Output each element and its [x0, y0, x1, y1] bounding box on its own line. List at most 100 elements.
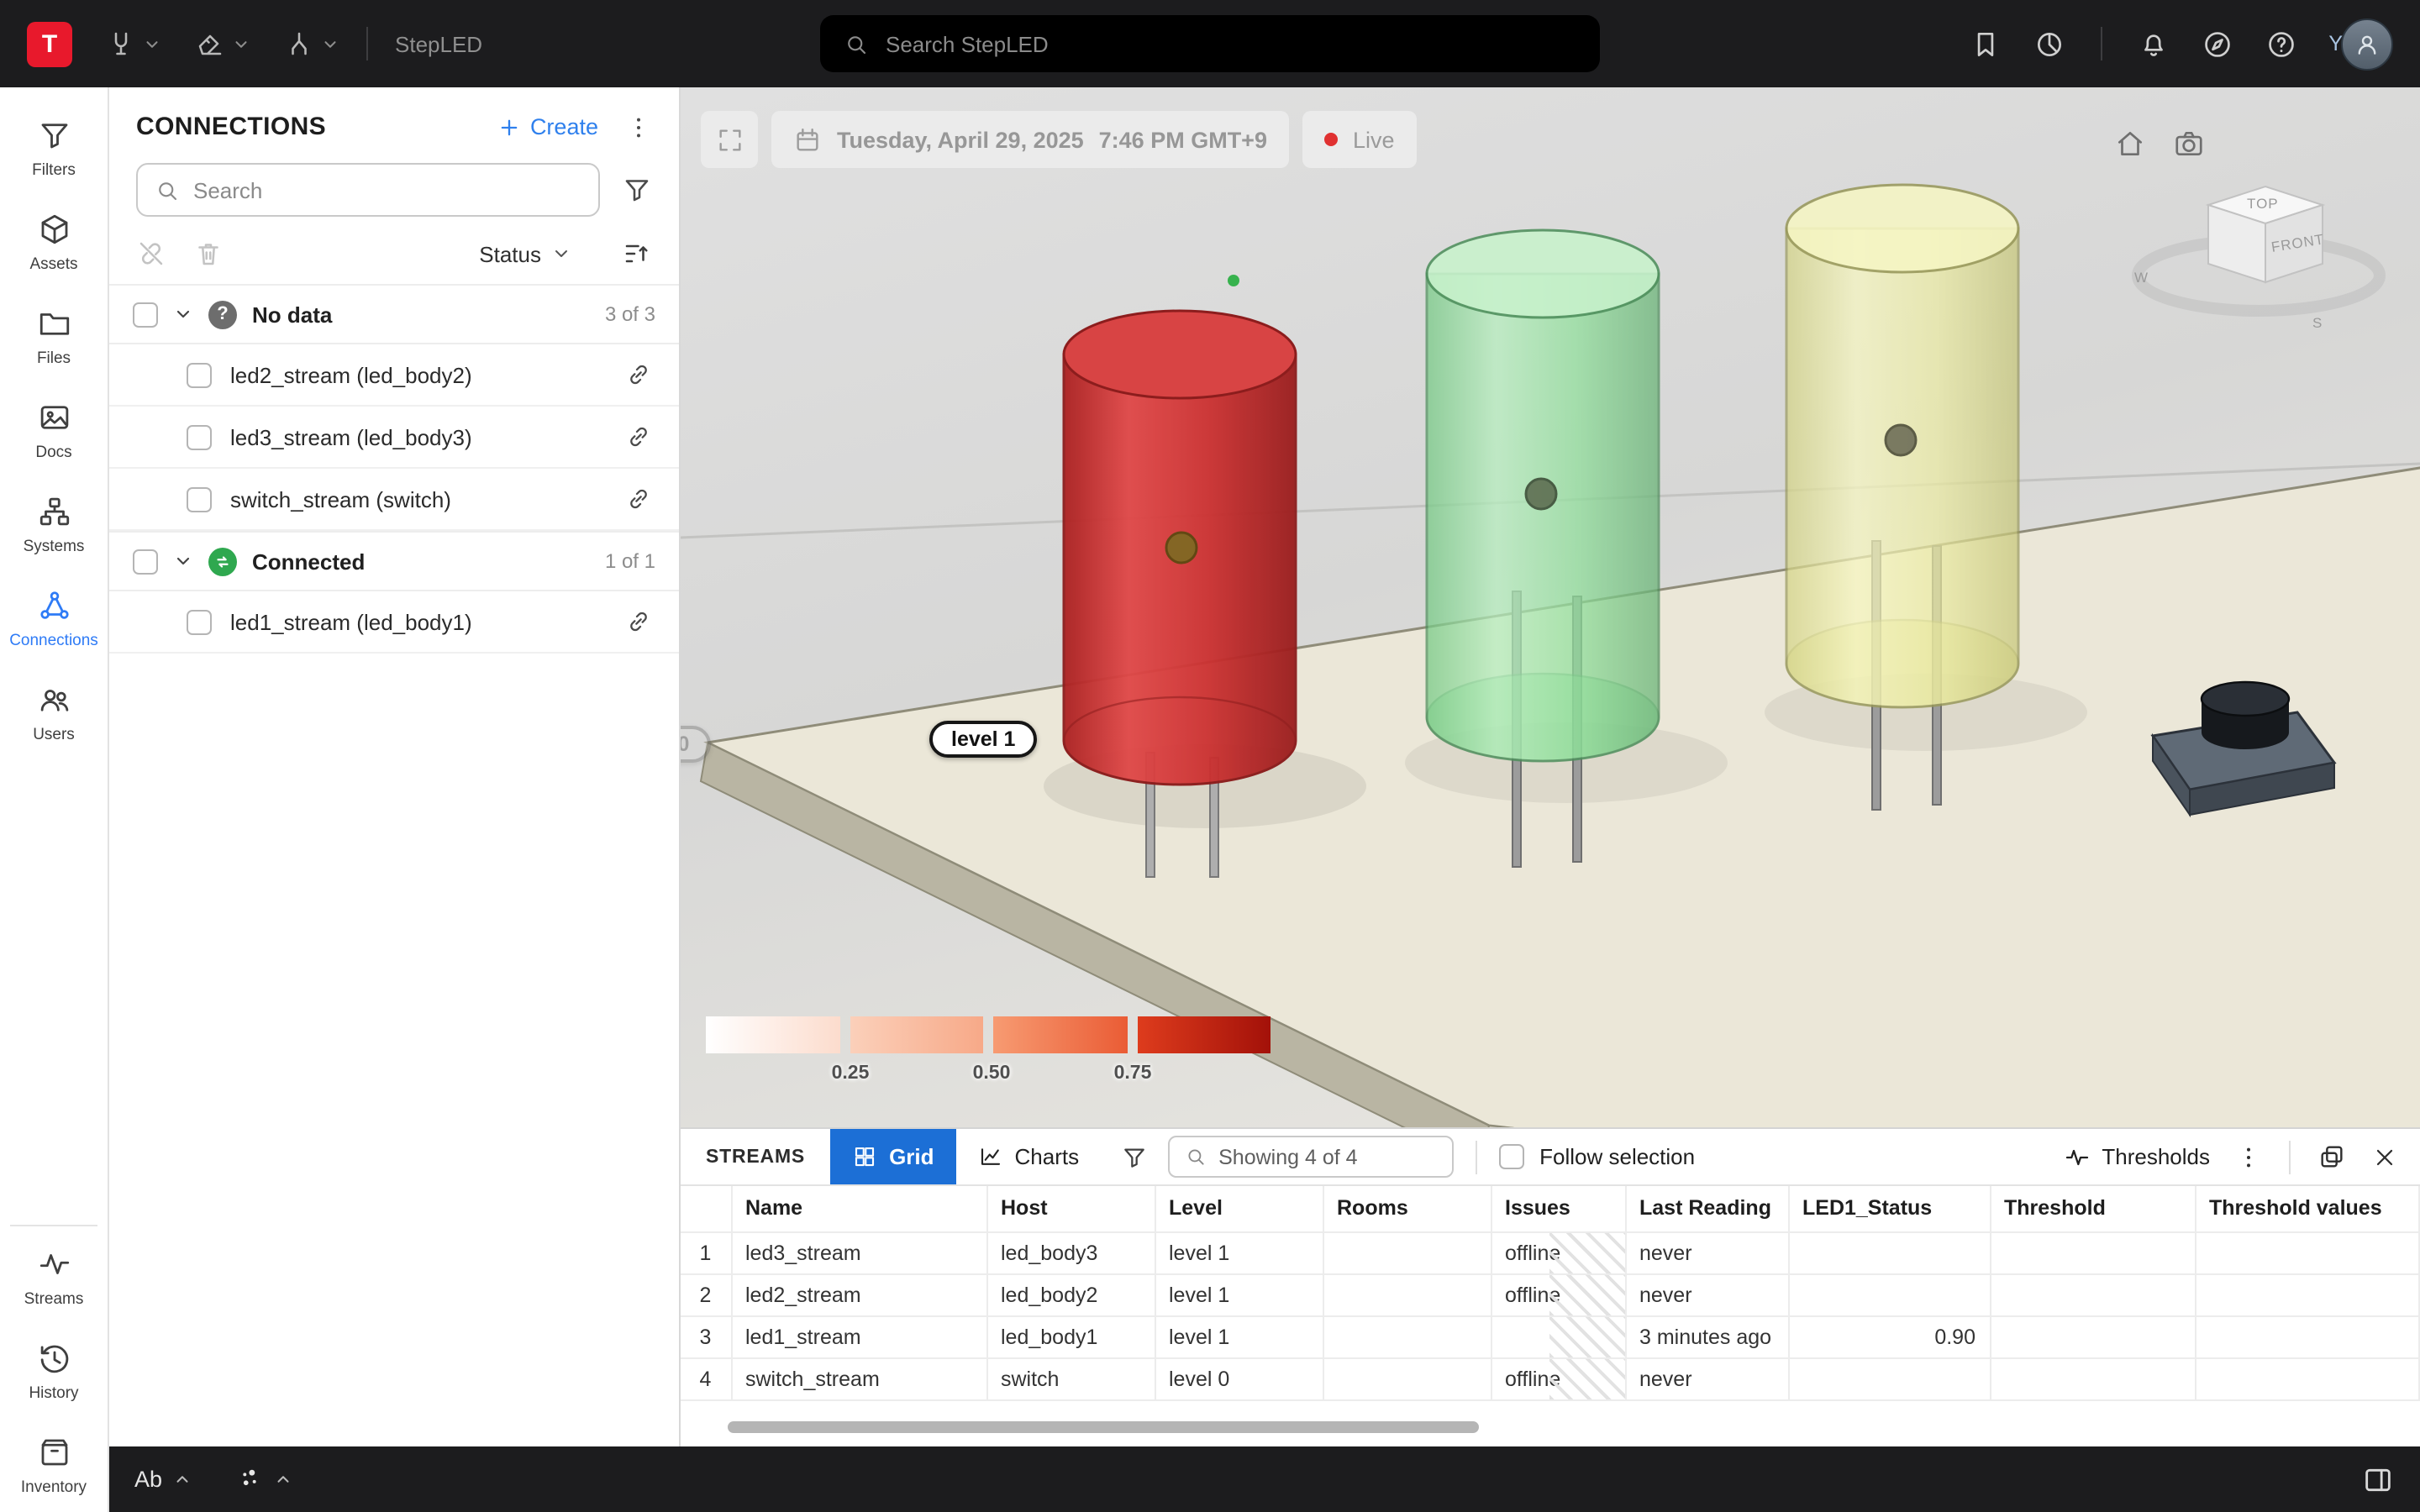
compass-icon[interactable]	[2201, 28, 2233, 60]
measure-tool-dropdown[interactable]	[195, 29, 250, 59]
column-header-level[interactable]: Level	[1155, 1186, 1323, 1232]
led-green-cylinder[interactable]	[1405, 228, 1728, 868]
row-checkbox[interactable]	[187, 609, 212, 634]
cell-rooms[interactable]	[1323, 1315, 1491, 1358]
group-checkbox[interactable]	[133, 549, 158, 574]
bookmark-icon[interactable]	[1969, 28, 2001, 60]
table-row[interactable]: 3 led1_stream led_body1 level 1 3 minute…	[681, 1315, 2420, 1358]
column-header-host[interactable]: Host	[986, 1186, 1155, 1232]
cell-level[interactable]: level 1	[1155, 1231, 1323, 1274]
cell-last-reading[interactable]: never	[1625, 1357, 1789, 1400]
chevron-down-icon[interactable]	[173, 551, 193, 571]
flow-tool-dropdown[interactable]	[284, 29, 339, 59]
chevron-down-icon[interactable]	[173, 304, 193, 324]
donut-chart-icon[interactable]	[2033, 28, 2065, 60]
follow-selection-checkbox[interactable]	[1499, 1144, 1525, 1169]
3d-viewport[interactable]: Tuesday, April 29, 2025 7:46 PM GMT+9 Li…	[681, 87, 2420, 1127]
led-red-cylinder[interactable]	[1044, 309, 1366, 878]
app-logo[interactable]: T	[27, 21, 72, 66]
panels-icon[interactable]	[2317, 1142, 2346, 1171]
sidebar-item-connections[interactable]: Connections	[0, 571, 108, 665]
global-search-input[interactable]	[886, 31, 1576, 56]
scatter-options-dropdown[interactable]	[234, 1465, 292, 1494]
cube-top-label[interactable]: TOP	[2247, 196, 2279, 212]
led-yellow-cylinder[interactable]	[1765, 183, 2087, 811]
link-icon[interactable]	[625, 608, 652, 635]
thresholds-button[interactable]: Thresholds	[2063, 1143, 2210, 1170]
panel-menu-button[interactable]	[625, 113, 652, 140]
connections-group-nodata[interactable]: No data 3 of 3	[109, 284, 679, 344]
connection-row-led3[interactable]: led3_stream (led_body3)	[109, 407, 679, 469]
cell-issues[interactable]: offline	[1491, 1231, 1626, 1274]
create-button[interactable]: Create	[498, 114, 598, 139]
cell-issues[interactable]: offline	[1491, 1273, 1626, 1316]
cell-rooms[interactable]	[1323, 1357, 1491, 1400]
cell-issues[interactable]	[1491, 1315, 1626, 1358]
column-header-led1-status[interactable]: LED1_Status	[1788, 1186, 1991, 1232]
connection-row-led1[interactable]: led1_stream (led_body1)	[109, 591, 679, 654]
cell-level[interactable]: level 1	[1155, 1315, 1323, 1358]
cell-led1-status[interactable]	[1788, 1357, 1991, 1400]
level-1-annotation[interactable]: level 1	[929, 721, 1038, 758]
sidebar-item-inventory[interactable]: Inventory	[0, 1418, 108, 1512]
column-header-last-reading[interactable]: Last Reading	[1625, 1186, 1789, 1232]
cell-name[interactable]: switch_stream	[731, 1357, 987, 1400]
connections-search[interactable]	[136, 163, 600, 217]
link-icon[interactable]	[625, 361, 652, 388]
cell-host[interactable]: led_body2	[986, 1273, 1155, 1316]
connection-row-switch[interactable]: switch_stream (switch)	[109, 469, 679, 531]
cell-rooms[interactable]	[1323, 1231, 1491, 1274]
follow-selection[interactable]: Follow selection	[1499, 1144, 1695, 1169]
close-icon[interactable]	[2371, 1143, 2398, 1170]
delete-button[interactable]	[193, 239, 224, 269]
cell-name[interactable]: led1_stream	[731, 1315, 987, 1358]
level-0-annotation[interactable]: level 0	[681, 726, 712, 763]
global-search[interactable]	[820, 15, 1600, 72]
sort-button[interactable]	[622, 239, 652, 269]
row-checkbox[interactable]	[187, 424, 212, 449]
cell-last-reading[interactable]: never	[1625, 1231, 1789, 1274]
column-header-rooms[interactable]: Rooms	[1323, 1186, 1491, 1232]
horizontal-scrollbar-thumb[interactable]	[728, 1421, 1479, 1433]
tab-grid[interactable]: Grid	[830, 1129, 956, 1184]
cell-led1-status[interactable]	[1788, 1273, 1991, 1316]
sidebar-toggle-icon[interactable]	[2361, 1462, 2395, 1496]
link-icon[interactable]	[625, 423, 652, 450]
node-tool-dropdown[interactable]	[106, 29, 161, 59]
kebab-icon[interactable]	[2235, 1143, 2262, 1170]
sidebar-item-assets[interactable]: Assets	[0, 195, 108, 289]
datetime-picker[interactable]: Tuesday, April 29, 2025 7:46 PM GMT+9	[771, 111, 1289, 168]
cell-threshold[interactable]	[1990, 1357, 2196, 1400]
streams-search-input[interactable]	[1218, 1145, 1490, 1168]
cell-threshold[interactable]	[1990, 1315, 2196, 1358]
column-header-issues[interactable]: Issues	[1491, 1186, 1626, 1232]
cell-led1-status[interactable]: 0.90	[1788, 1315, 1991, 1358]
live-toggle[interactable]: Live	[1302, 111, 1417, 168]
status-dropdown[interactable]: Status	[479, 241, 571, 266]
table-row[interactable]: 2 led2_stream led_body2 level 1 offline …	[681, 1273, 2420, 1316]
row-checkbox[interactable]	[187, 362, 212, 387]
cube-west-label[interactable]: W	[2134, 270, 2149, 286]
user-avatar[interactable]: YL	[2328, 18, 2393, 70]
cell-led1-status[interactable]	[1788, 1231, 1991, 1274]
table-row[interactable]: 1 led3_stream led_body3 level 1 offline …	[681, 1231, 2420, 1274]
row-checkbox[interactable]	[187, 486, 212, 512]
column-header-threshold-values[interactable]: Threshold values	[2195, 1186, 2420, 1232]
cell-host[interactable]: led_body1	[986, 1315, 1155, 1358]
table-filter-button[interactable]	[1121, 1143, 1148, 1170]
sidebar-item-systems[interactable]: Systems	[0, 477, 108, 571]
filter-button[interactable]	[622, 175, 652, 205]
sidebar-item-streams[interactable]: Streams	[0, 1230, 108, 1324]
cube-south-label[interactable]: S	[2312, 315, 2323, 331]
camera-icon[interactable]	[2173, 128, 2205, 160]
3d-scene[interactable]	[681, 87, 2420, 1127]
link-icon[interactable]	[625, 486, 652, 512]
view-cube[interactable]: W S TOP FRONT	[2124, 165, 2410, 339]
streams-search[interactable]	[1168, 1136, 1490, 1178]
annotation-style-dropdown[interactable]: Ab	[134, 1467, 191, 1492]
cell-name[interactable]: led3_stream	[731, 1231, 987, 1274]
tab-charts[interactable]: Charts	[956, 1129, 1102, 1184]
fullscreen-button[interactable]	[701, 111, 758, 168]
bell-icon[interactable]	[2137, 28, 2169, 60]
cell-last-reading[interactable]: never	[1625, 1273, 1789, 1316]
